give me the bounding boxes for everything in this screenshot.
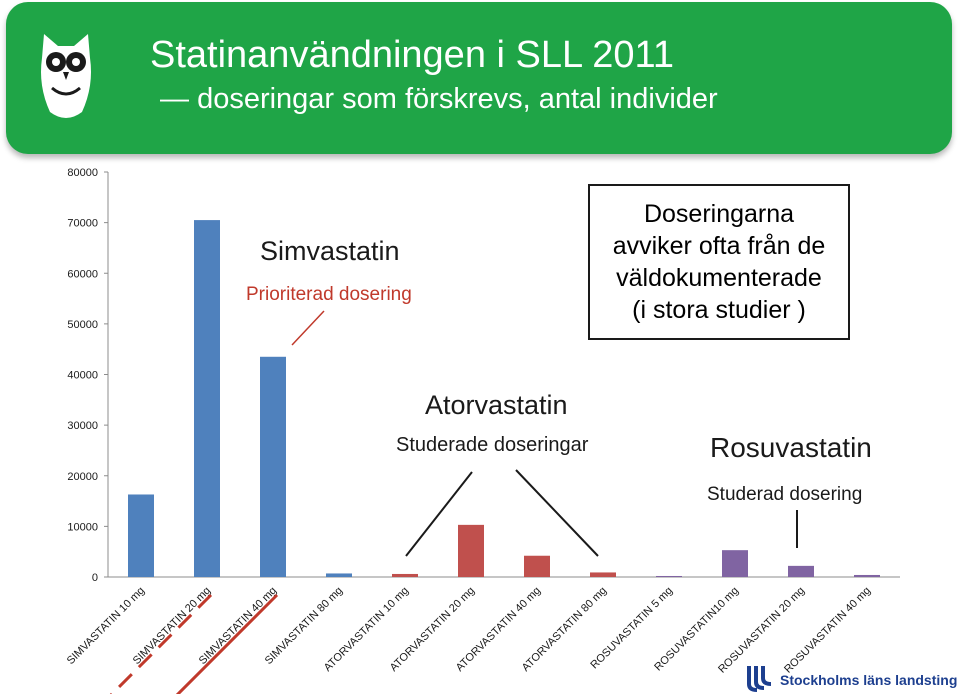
y-tick-label: 30000 [67,420,98,432]
sll-logo-icon [747,666,772,692]
y-tick-label: 0 [92,572,98,584]
simvastatin-pointer-line [291,310,325,346]
category-underline [175,593,279,694]
callout-line-3: väldokumenterade [616,264,822,292]
title-banner [6,2,952,154]
category-underline [109,593,213,694]
bar [260,356,286,577]
bar [326,573,352,577]
y-tick-label: 20000 [67,471,98,483]
bar [788,565,814,577]
bar [194,220,220,577]
bar [128,494,154,577]
y-tick-label: 40000 [67,370,98,382]
callout-line-1: Doseringarna [643,200,795,228]
y-tick-label: 70000 [67,218,98,230]
rosuvastatin-label: Rosuvastatin [710,432,872,463]
bar [656,575,682,577]
callout-line-4: (i stora studier ) [632,296,806,324]
y-tick-label: 60000 [67,268,98,280]
bar [590,572,616,577]
slide-subtitle: ― doseringar som förskrevs, antal indivi… [160,83,718,116]
atorvastatin-sublabel: Studerade doseringar [396,434,589,456]
slide-title: Statinanvändningen i SLL 2011 [150,34,674,76]
bar [854,574,880,577]
atorvastatin-pointer-line-right [515,469,599,557]
owl-logo-icon [41,34,91,118]
simvastatin-sublabel: Prioriterad dosering [246,284,412,305]
rosuvastatin-sublabel: Studerad dosering [707,484,863,505]
subtitle-text: doseringar som förskrevs, antal individe… [197,83,718,115]
y-tick-label: 80000 [67,167,98,179]
callout-line-2: avviker ofta från de [612,232,826,260]
bar [392,573,418,577]
y-tick-label: 50000 [67,319,98,331]
sll-logo-text: Stockholms läns landsting [780,672,958,688]
simvastatin-label: Simvastatin [260,236,400,266]
callout-box: Doseringarna avviker ofta från de väldok… [588,184,850,340]
bar [524,555,550,577]
bar [458,524,484,577]
y-tick-label: 10000 [67,521,98,533]
atorvastatin-label: Atorvastatin [425,390,568,420]
atorvastatin-pointer-line-left [405,471,473,557]
bar [722,550,748,577]
subtitle-dash: ― [160,83,198,115]
